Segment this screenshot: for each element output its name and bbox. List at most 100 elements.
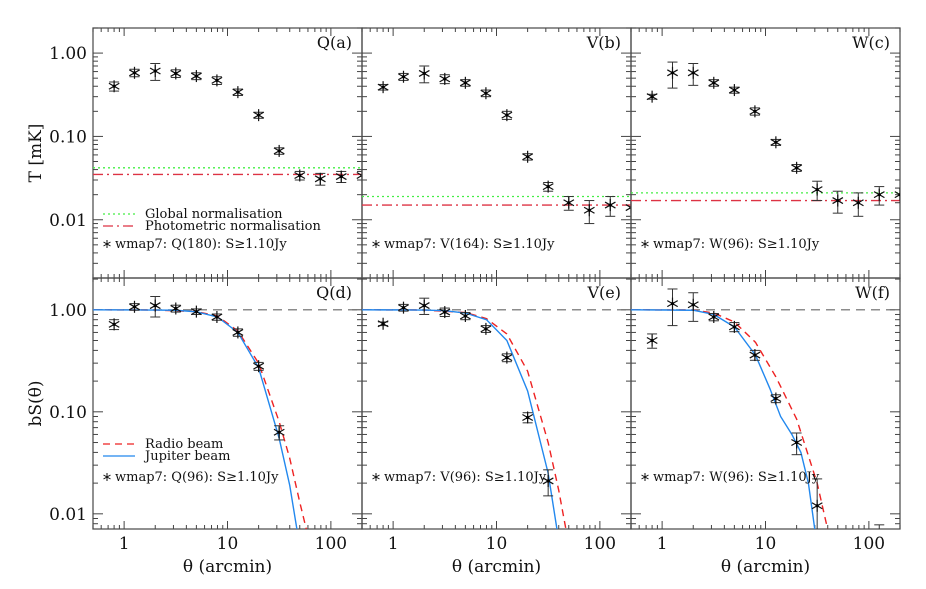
data-point — [522, 150, 534, 163]
marker-dot — [339, 174, 343, 179]
marker-dot — [753, 109, 757, 113]
data-point — [232, 326, 244, 339]
data-point — [128, 300, 140, 313]
data-point — [770, 136, 782, 149]
data-point — [646, 333, 658, 349]
marker-dot — [546, 479, 550, 483]
data-point — [397, 70, 409, 83]
marker-dot — [484, 91, 488, 95]
legend-series-label: wmap7: W(96): S≥1.10Jy — [653, 470, 820, 485]
data-point — [149, 296, 161, 318]
data-point — [728, 84, 740, 97]
data-point — [770, 392, 782, 405]
data-point — [418, 297, 430, 315]
data-point — [108, 80, 120, 93]
data-point — [791, 432, 803, 456]
x-tick-label: 100 — [853, 534, 885, 554]
data-point — [749, 349, 761, 362]
y-axis-label: T [mK] — [26, 124, 46, 183]
data-point — [335, 170, 347, 183]
y-axis-label: bS(θ) — [26, 380, 46, 426]
marker-dot — [587, 208, 591, 212]
marker-dot — [732, 325, 736, 329]
plot-area — [93, 296, 362, 529]
marker-dot — [836, 198, 840, 203]
data-point — [480, 87, 492, 100]
asterisk-icon — [372, 474, 380, 480]
data-point — [294, 169, 306, 182]
data-point — [563, 196, 575, 211]
y-tick-label: 0.10 — [49, 403, 87, 423]
marker-dot — [277, 149, 281, 153]
marker-dot — [112, 84, 116, 88]
y-tick-label: 0.10 — [49, 127, 87, 147]
marker-dot — [153, 303, 157, 308]
panel-label: V(b) — [586, 33, 621, 52]
x-tick-label: 10 — [486, 534, 508, 554]
data-point — [439, 72, 451, 85]
asterisk-marker — [625, 204, 631, 209]
data-point — [170, 302, 182, 315]
x-tick-label: 10 — [755, 534, 777, 554]
panel-vb: V(b) wmap7: V(164): S≥1.10Jy — [361, 27, 632, 279]
data-point — [542, 180, 554, 193]
panel-qa: 1.00 0.10 0.01 T [mK] Q(a) Global normalisati… — [26, 27, 363, 279]
data-point — [273, 144, 285, 157]
marker-dot — [174, 71, 178, 76]
data-point — [149, 62, 161, 81]
data-point — [646, 90, 658, 103]
asterisk-marker — [625, 206, 631, 212]
marker-dot — [650, 338, 654, 343]
data-point — [708, 311, 720, 324]
panel-label: W(c) — [852, 33, 890, 52]
legend-marker — [372, 473, 380, 481]
data-point — [170, 67, 182, 80]
data-point — [666, 288, 678, 327]
asterisk-marker — [894, 193, 900, 199]
marker-dot — [381, 85, 385, 89]
marker-dot — [795, 440, 799, 445]
marker-dot — [401, 75, 406, 79]
legend-label: Jupiter beam — [143, 449, 230, 464]
data-point — [687, 292, 699, 322]
marker-dot — [691, 71, 695, 75]
marker-dot — [463, 81, 467, 85]
axes-frame — [92, 277, 363, 530]
x-axis-label: θ (arcmin) — [183, 557, 272, 577]
data-point — [190, 70, 202, 83]
legend-label: Radio beam — [145, 437, 223, 452]
marker-dot — [463, 314, 467, 318]
marker-dot — [815, 188, 819, 192]
y-tick-label: 0.01 — [49, 505, 87, 525]
legend-marker — [372, 240, 380, 248]
data-point — [253, 109, 265, 122]
panel-wf: 1 10 100 θ (arcmin) W(f) wmap7: W(96): S≥1.10… — [630, 277, 901, 577]
marker-dot — [443, 77, 447, 81]
x-tick-label: 1 — [388, 534, 399, 554]
marker-dot — [856, 201, 860, 205]
data-point — [128, 66, 140, 79]
marker-dot — [732, 88, 736, 92]
data-point — [232, 86, 244, 99]
marker-dot — [526, 415, 530, 420]
legend-series-label: wmap7: W(96): S≥1.10Jy — [653, 237, 820, 252]
x-tick-label: 100 — [584, 534, 616, 554]
marker-dot — [774, 140, 778, 144]
marker-dot — [774, 396, 778, 401]
x-tick-label: 1 — [119, 534, 130, 554]
data-point — [583, 200, 595, 225]
x-tick-label: 10 — [217, 534, 239, 554]
data-point — [418, 65, 430, 84]
panel-label: W(f) — [855, 283, 890, 302]
legend-label: Global normalisation — [145, 207, 283, 222]
marker-dot — [298, 173, 302, 178]
data-point — [439, 306, 451, 319]
jupiter-beam-curve — [631, 309, 816, 529]
radio-beam-curve — [631, 309, 829, 529]
legend-series-label: wmap7: V(164): S≥1.10Jy — [384, 237, 555, 252]
jupiter-beam-curve — [93, 309, 298, 529]
data-point — [666, 61, 678, 89]
asterisk-marker — [894, 191, 900, 196]
data-point — [811, 478, 823, 529]
